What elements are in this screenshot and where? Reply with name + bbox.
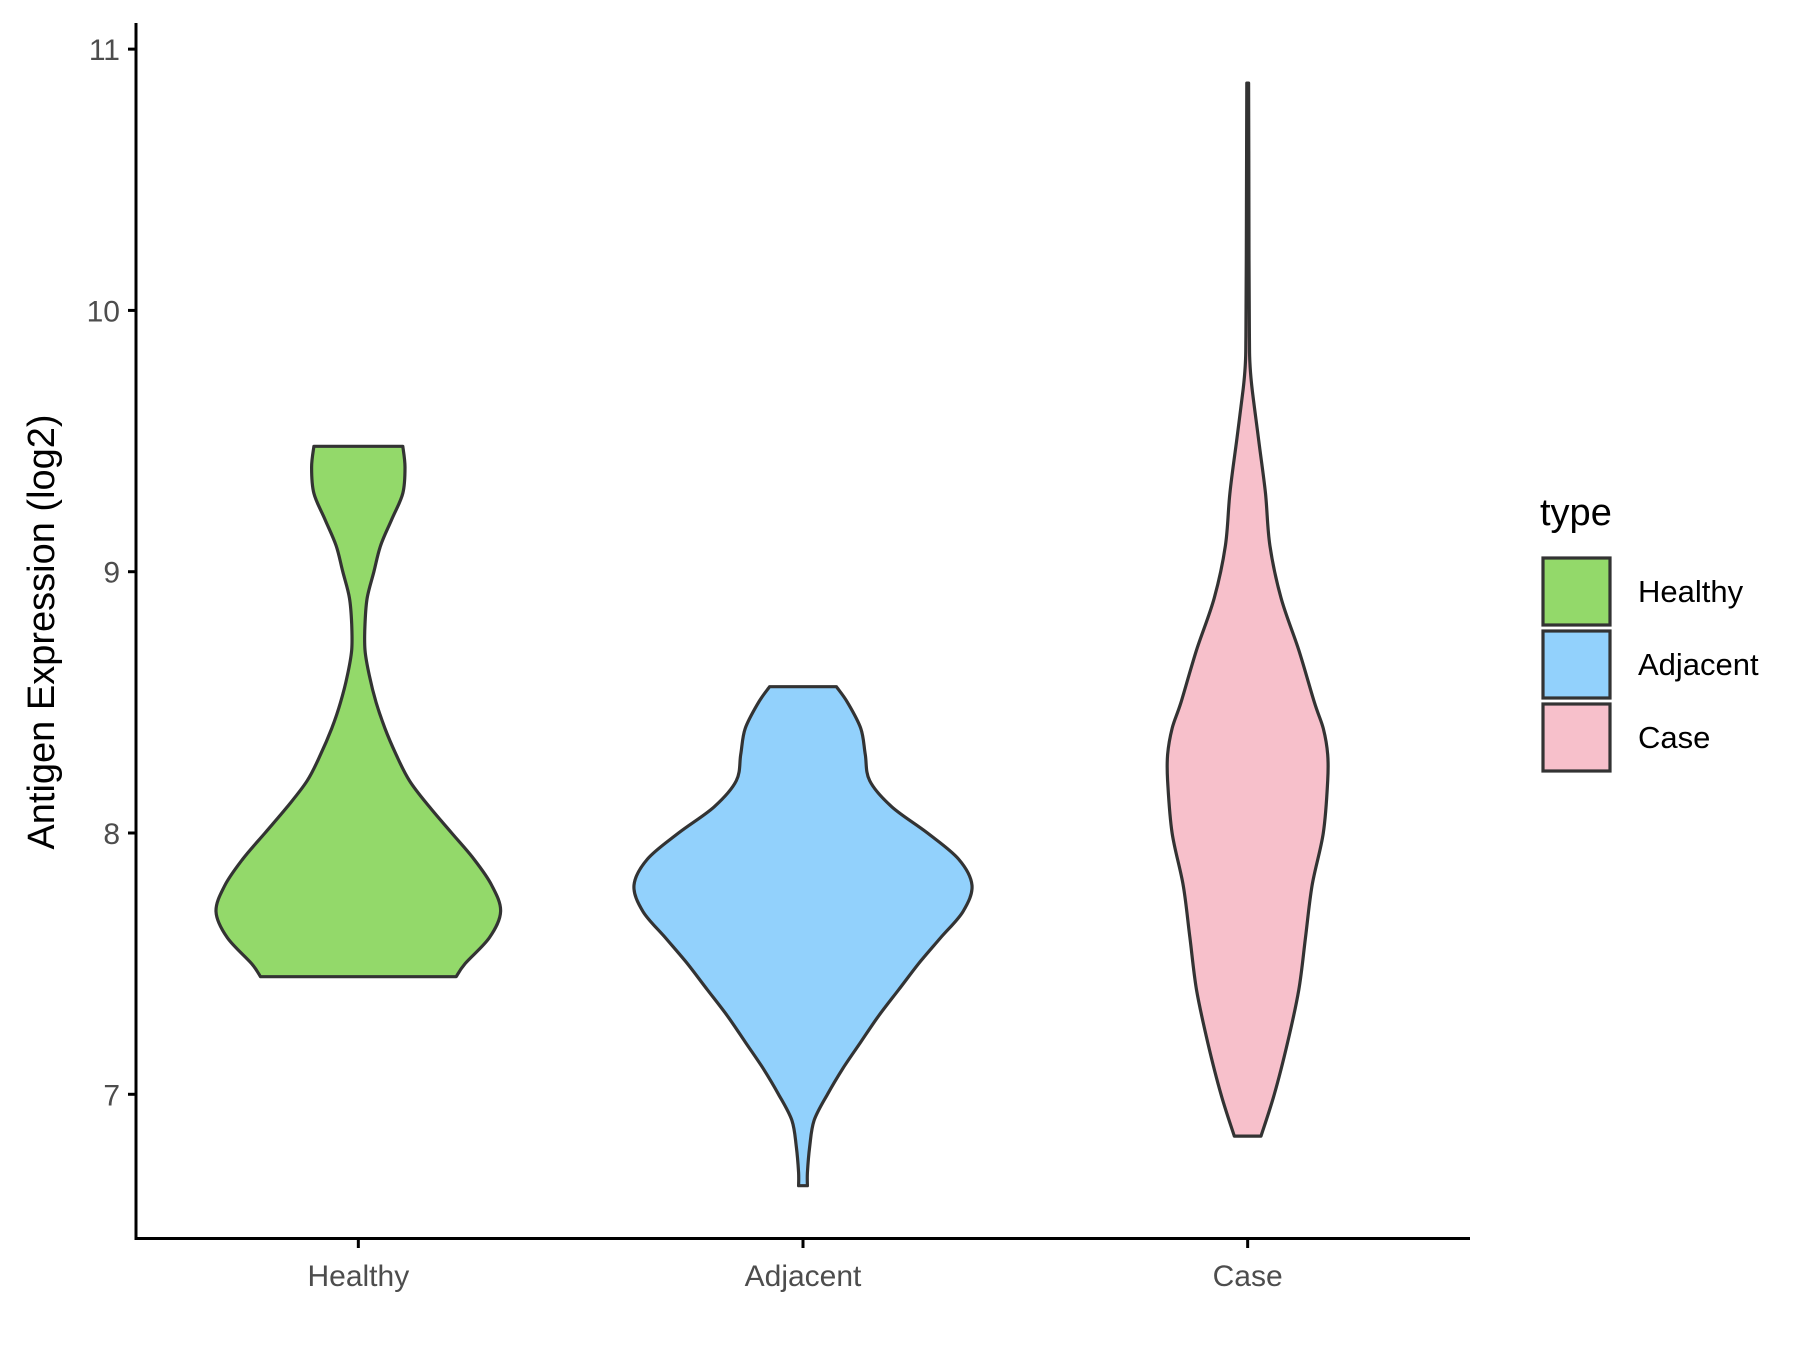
legend-swatch-case bbox=[1541, 702, 1612, 773]
y-tick-label: 9 bbox=[103, 557, 120, 590]
violin-adjacent bbox=[632, 685, 974, 1188]
x-tick-label-healthy: Healthy bbox=[307, 1260, 409, 1293]
y-tick-label: 7 bbox=[103, 1079, 120, 1112]
y-tick-label: 8 bbox=[103, 818, 120, 851]
x-tick-label-case: Case bbox=[1213, 1260, 1283, 1293]
x-ticks: Healthy Adjacent Case bbox=[307, 1240, 1283, 1293]
legend: type Healthy Adjacent Case bbox=[1540, 492, 1759, 773]
legend-swatch-adjacent bbox=[1541, 629, 1612, 700]
y-ticks: 7 8 9 10 11 bbox=[87, 34, 136, 1112]
legend-items: Healthy Adjacent Case bbox=[1541, 556, 1759, 773]
legend-swatch-healthy bbox=[1541, 556, 1612, 627]
violin-case bbox=[1165, 81, 1330, 1138]
violin-layer bbox=[214, 81, 1330, 1188]
legend-title: type bbox=[1540, 492, 1612, 534]
x-tick-label-adjacent: Adjacent bbox=[745, 1260, 862, 1293]
violin-healthy bbox=[214, 444, 503, 979]
legend-label-case: Case bbox=[1638, 720, 1710, 755]
y-tick-label: 10 bbox=[87, 295, 120, 328]
axes: 7 8 9 10 11 Healthy Adjacent Case bbox=[87, 23, 1470, 1293]
legend-label-adjacent: Adjacent bbox=[1638, 647, 1759, 682]
legend-label-healthy: Healthy bbox=[1638, 574, 1744, 609]
y-axis-title: Antigen Expression (log2) bbox=[21, 414, 63, 849]
y-tick-label: 11 bbox=[89, 34, 120, 67]
